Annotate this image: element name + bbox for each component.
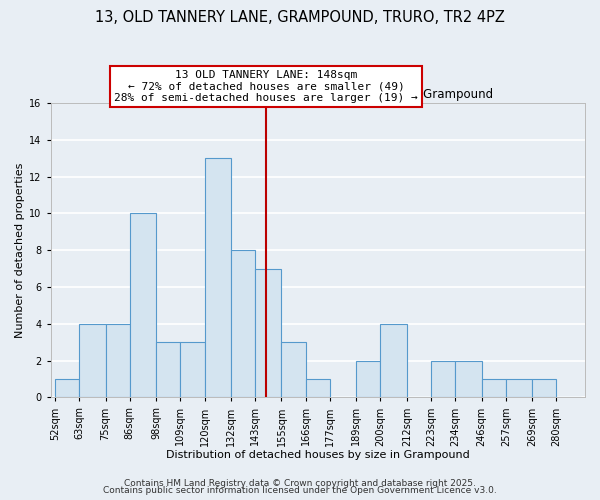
Bar xyxy=(181,342,205,398)
Bar xyxy=(55,379,79,398)
Bar xyxy=(431,360,455,398)
Bar xyxy=(380,324,407,398)
Bar xyxy=(281,342,305,398)
Bar xyxy=(130,214,156,398)
Text: 13, OLD TANNERY LANE, GRAMPOUND, TRURO, TR2 4PZ: 13, OLD TANNERY LANE, GRAMPOUND, TRURO, … xyxy=(95,10,505,25)
Text: Contains public sector information licensed under the Open Government Licence v3: Contains public sector information licen… xyxy=(103,486,497,495)
Bar xyxy=(156,342,181,398)
Text: 13 OLD TANNERY LANE: 148sqm
← 72% of detached houses are smaller (49)
28% of sem: 13 OLD TANNERY LANE: 148sqm ← 72% of det… xyxy=(114,70,418,103)
Bar xyxy=(482,379,506,398)
Bar xyxy=(106,324,130,398)
Bar xyxy=(255,268,281,398)
Bar xyxy=(205,158,231,398)
Bar xyxy=(455,360,482,398)
Bar xyxy=(231,250,255,398)
Title: Size of property relative to detached houses in Grampound: Size of property relative to detached ho… xyxy=(142,88,493,101)
Bar xyxy=(532,379,556,398)
Bar xyxy=(506,379,532,398)
Bar xyxy=(305,379,330,398)
Y-axis label: Number of detached properties: Number of detached properties xyxy=(15,162,25,338)
X-axis label: Distribution of detached houses by size in Grampound: Distribution of detached houses by size … xyxy=(166,450,470,460)
Bar xyxy=(356,360,380,398)
Text: Contains HM Land Registry data © Crown copyright and database right 2025.: Contains HM Land Registry data © Crown c… xyxy=(124,478,476,488)
Bar xyxy=(79,324,106,398)
